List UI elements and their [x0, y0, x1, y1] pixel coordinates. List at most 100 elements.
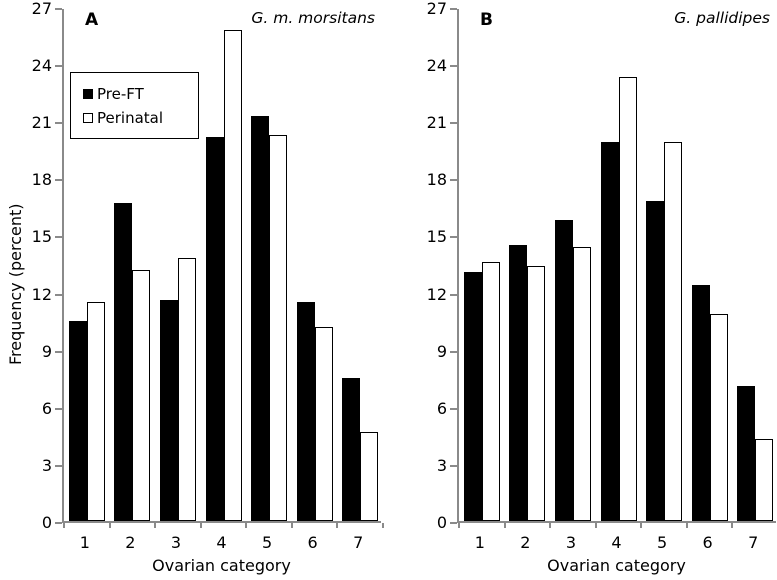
x-category-label: 6	[307, 533, 318, 552]
y-tick-mark	[55, 293, 62, 296]
x-tick-mark	[685, 523, 688, 528]
y-tick-mark	[450, 65, 457, 68]
x-category-label: 7	[353, 533, 364, 552]
bar-perinatal-cat-1	[86, 302, 105, 521]
x-axis-title-a: Ovarian category	[152, 556, 291, 575]
bar-pre-ft-cat-7	[342, 378, 361, 521]
y-tick-label: 6	[436, 398, 447, 418]
y-tick-label: 9	[41, 341, 52, 361]
y-tick-mark	[450, 236, 457, 239]
y-tick-label: 27	[426, 0, 447, 18]
x-tick-mark	[549, 523, 552, 528]
bar-pre-ft-cat-2	[114, 203, 133, 521]
open-square-icon	[83, 113, 93, 123]
y-tick-mark	[450, 464, 457, 467]
x-category-label: 1	[79, 533, 90, 552]
panel-letter-a: A	[85, 10, 100, 30]
bar-perinatal-cat-2	[132, 269, 151, 521]
y-tick-label: 0	[41, 513, 52, 532]
bar-perinatal-cat-7	[755, 439, 774, 521]
y-tick-mark	[55, 407, 62, 410]
x-tick-mark	[731, 523, 734, 528]
legend-label-perinatal: Perinatal	[97, 108, 164, 127]
x-tick-mark	[245, 523, 248, 528]
x-tick-mark	[640, 523, 643, 528]
y-tick-mark	[55, 464, 62, 467]
y-tick-label: 9	[436, 341, 447, 361]
x-tick-mark	[503, 523, 506, 528]
y-tick-label: 15	[31, 227, 52, 247]
x-category-label: 5	[656, 533, 668, 552]
y-tick-mark	[55, 236, 62, 239]
bar-pre-ft-cat-2	[509, 245, 528, 521]
panel-title-b: G. pallidipes	[674, 9, 770, 27]
y-tick-mark	[55, 179, 62, 182]
y-tick-label: 12	[31, 284, 52, 304]
y-tick-mark	[55, 522, 62, 524]
y-tick-label: 24	[31, 56, 52, 76]
y-tick-mark	[450, 8, 457, 10]
bar-pre-ft-cat-6	[296, 302, 315, 521]
x-category-label: 1	[474, 533, 485, 552]
x-category-label: 4	[216, 533, 227, 552]
bar-perinatal-cat-7	[360, 431, 379, 521]
bar-pre-ft-cat-6	[691, 284, 710, 521]
x-tick-mark	[108, 523, 111, 528]
bar-pre-ft-cat-7	[737, 385, 756, 521]
y-tick-mark	[450, 407, 457, 410]
x-category-labels-a: 1 2 3 4 5 6 7	[62, 533, 381, 553]
y-tick-label: 24	[426, 56, 447, 76]
bar-pre-ft-cat-3	[159, 300, 178, 521]
y-tick-mark	[55, 350, 62, 353]
filled-square-icon	[83, 89, 93, 99]
x-tick-mark	[63, 523, 65, 528]
panel-a: A G. m. morsitans Pre-FT Perinatal 0 3 6 9 1…	[32, 1, 384, 575]
bar-perinatal-cat-4	[223, 29, 242, 521]
bar-pre-ft-cat-5	[251, 115, 270, 521]
bar-perinatal-cat-3	[572, 246, 591, 521]
plot-area-b: B G. pallidipes 0 3 6 9 12 15 18 21 24 27	[427, 1, 776, 531]
y-tick-label: 18	[426, 170, 447, 190]
y-tick-label: 3	[436, 455, 447, 475]
x-tick-mark	[594, 523, 597, 528]
x-tick-mark	[336, 523, 339, 528]
x-tick-mark	[199, 523, 202, 528]
bar-pre-ft-cat-4	[205, 136, 224, 521]
y-tick-mark	[450, 350, 457, 353]
y-tick-mark	[450, 293, 457, 296]
y-tick-mark	[450, 122, 457, 125]
y-tick-label: 21	[426, 113, 447, 133]
y-tick-mark	[55, 8, 62, 10]
bar-perinatal-cat-6	[709, 313, 728, 521]
legend: Pre-FT Perinatal	[70, 72, 199, 139]
bar-pre-ft-cat-4	[600, 142, 619, 521]
legend-label-pre-ft: Pre-FT	[97, 84, 144, 103]
y-tick-label: 21	[31, 113, 52, 133]
x-category-label: 3	[565, 533, 577, 552]
x-tick-mark	[458, 523, 460, 528]
y-tick-label: 12	[426, 284, 447, 304]
y-tick-label: 15	[426, 227, 447, 247]
bar-perinatal-cat-5	[269, 134, 288, 521]
y-tick-label: 6	[41, 398, 52, 418]
y-tick-label: 3	[41, 455, 52, 475]
legend-item-pre-ft: Pre-FT	[83, 82, 198, 106]
panel-title-a: G. m. morsitans	[251, 9, 375, 27]
x-category-label: 2	[125, 533, 136, 552]
x-category-label: 2	[520, 533, 531, 552]
bar-pre-ft-cat-1	[463, 271, 482, 521]
bar-pre-ft-cat-3	[554, 220, 573, 521]
y-tick-mark	[450, 522, 457, 524]
bar-pre-ft-cat-5	[646, 201, 665, 521]
x-tick-mark	[290, 523, 293, 528]
x-category-label: 4	[611, 533, 622, 552]
bar-perinatal-cat-2	[527, 265, 546, 521]
bar-perinatal-cat-1	[481, 262, 500, 521]
y-tick-label: 27	[31, 0, 52, 18]
panel-letter-b: B	[480, 10, 494, 30]
bar-perinatal-cat-6	[314, 326, 333, 521]
x-category-labels-b: 1 2 3 4 5 6 7	[457, 533, 776, 553]
x-category-label: 7	[748, 533, 759, 552]
